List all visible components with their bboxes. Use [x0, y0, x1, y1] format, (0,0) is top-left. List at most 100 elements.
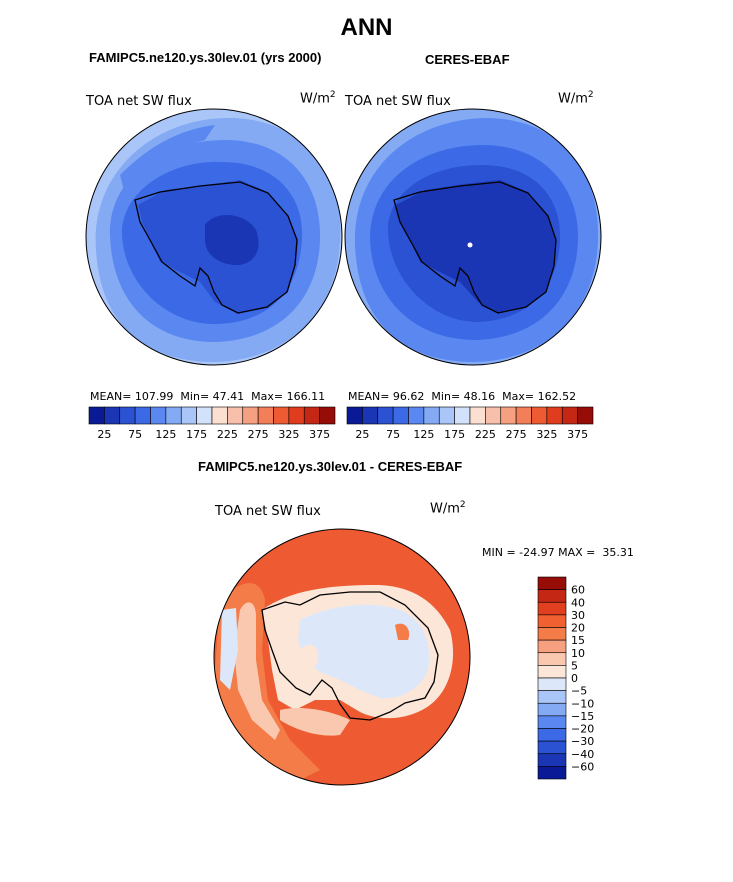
colorbar-swatch	[537, 753, 567, 767]
colorbar-tick-label: 225	[475, 428, 496, 441]
max-label: Max=	[251, 390, 284, 403]
mean-value: 107.99	[134, 390, 174, 403]
colorbar-swatch	[423, 406, 440, 425]
colorbar-swatch	[150, 406, 167, 425]
colorbar-swatch	[273, 406, 290, 425]
colorbar-swatch	[88, 406, 105, 425]
colorbar-tick-label: −10	[571, 697, 594, 710]
model-stats: MEAN= 107.99 Min= 47.41 Max= 166.11	[90, 390, 325, 403]
colorbar-swatch	[319, 406, 336, 425]
colorbar-swatch	[165, 406, 182, 425]
colorbar-tick-label: 15	[571, 634, 585, 647]
obs-units-label: W/m2	[558, 90, 594, 106]
colorbar-swatch	[537, 576, 567, 590]
difference-header: FAMIPC5.ne120.ys.30lev.01 - CERES-EBAF	[198, 459, 463, 474]
units-base: W/m	[300, 91, 330, 107]
difference-minmax: MIN = -24.97 MAX = 35.31	[482, 546, 634, 559]
colorbar-swatch	[392, 406, 409, 425]
coastline	[134, 181, 298, 314]
colorbar-tick-label: 5	[571, 659, 578, 672]
colorbar-swatch	[537, 639, 567, 654]
units-base: W/m	[558, 91, 588, 107]
colorbar-swatch	[346, 406, 363, 425]
max-label: Max=	[502, 390, 535, 403]
model-units-label: W/m2	[300, 90, 336, 106]
max-value: 166.11	[286, 390, 326, 403]
colorbar-tick-label: 0	[571, 672, 578, 685]
colorbar-swatch	[242, 406, 259, 425]
colorbar-swatch	[537, 614, 567, 628]
colorbar-tick-label: 275	[248, 428, 269, 441]
colorbar-swatch	[537, 677, 567, 691]
colorbar-tick-label: 375	[309, 428, 330, 441]
model-variable-label: TOA net SW flux	[86, 94, 192, 109]
colorbar-swatch	[362, 406, 379, 425]
colorbar-tick-label: 75	[386, 428, 400, 441]
colorbar-tick-label: 75	[128, 428, 142, 441]
colorbar-tick-label: −30	[571, 735, 594, 748]
model-panel-header: FAMIPC5.ne120.ys.30lev.01 (yrs 2000)	[89, 50, 322, 65]
colorbar-swatch	[537, 702, 567, 717]
colorbar-swatch	[537, 766, 567, 780]
colorbar-tick-label: 275	[506, 428, 527, 441]
colorbar-swatch	[303, 406, 320, 425]
colorbar-swatch	[537, 601, 567, 616]
colorbar-tick-label: 375	[567, 428, 588, 441]
units-exponent: 2	[329, 90, 336, 100]
colorbar-swatch	[119, 406, 136, 425]
obs-panel-header: CERES-EBAF	[425, 52, 510, 67]
colorbar-tick-label: 325	[536, 428, 557, 441]
colorbar-tick-label: −40	[571, 748, 594, 761]
max-value: 162.52	[537, 390, 577, 403]
model-colorbar: 25 75 125 175 225 275 325 375	[88, 406, 336, 441]
colorbar-tick-label: 125	[413, 428, 434, 441]
colorbar-tick-label: 60	[571, 584, 585, 597]
colorbar-swatch	[561, 406, 578, 425]
colorbar-tick-label: 40	[571, 596, 585, 609]
units-base: W/m	[430, 501, 460, 517]
colorbar-tick-label: 225	[217, 428, 238, 441]
colorbar-tick-label: −20	[571, 723, 594, 736]
colorbar-swatch	[537, 690, 567, 704]
min-value: 48.16	[463, 390, 496, 403]
mean-value: 96.62	[392, 390, 425, 403]
colorbar-swatch	[469, 406, 486, 425]
colorbar-tick-label: 30	[571, 609, 585, 622]
colorbar-swatch	[546, 406, 563, 425]
colorbar-tick-label: 175	[444, 428, 465, 441]
colorbar-tick-label: 25	[97, 428, 111, 441]
colorbar-swatch	[227, 406, 244, 425]
colorbar-tick-label: −60	[571, 760, 594, 773]
obs-stats: MEAN= 96.62 Min= 48.16 Max= 162.52	[348, 390, 576, 403]
colorbar-swatch	[485, 406, 502, 425]
units-exponent: 2	[459, 500, 466, 510]
colorbar-tick-label: 20	[571, 622, 585, 635]
colorbar-swatch	[377, 406, 394, 425]
mean-label: MEAN=	[348, 390, 390, 403]
colorbar-swatch	[438, 406, 455, 425]
colorbar-tick-label: −15	[571, 710, 594, 723]
colorbar-swatch	[537, 627, 567, 641]
min-label: Min=	[431, 390, 461, 403]
colorbar-tick-label: 25	[355, 428, 369, 441]
colorbar-swatch	[537, 589, 567, 603]
difference-units-label: W/m2	[430, 500, 466, 516]
colorbar-swatch	[408, 406, 425, 425]
colorbar-swatch	[211, 406, 228, 425]
coastline	[393, 181, 557, 314]
difference-variable-label: TOA net SW flux	[215, 504, 321, 519]
colorbar-swatch	[537, 715, 567, 729]
colorbar-swatch	[288, 406, 305, 425]
colorbar-swatch	[537, 740, 567, 755]
colorbar-swatch	[104, 406, 121, 425]
colorbar-tick-label: −5	[571, 685, 587, 698]
colorbar-tick-label: 10	[571, 647, 585, 660]
colorbar-tick-label: 175	[186, 428, 207, 441]
figure-title: ANN	[340, 14, 393, 41]
obs-colorbar: 25 75 125 175 225 275 325 375	[346, 406, 594, 441]
colorbar-swatch	[180, 406, 197, 425]
mean-label: MEAN=	[90, 390, 132, 403]
obs-variable-label: TOA net SW flux	[345, 94, 451, 109]
units-exponent: 2	[587, 90, 594, 100]
